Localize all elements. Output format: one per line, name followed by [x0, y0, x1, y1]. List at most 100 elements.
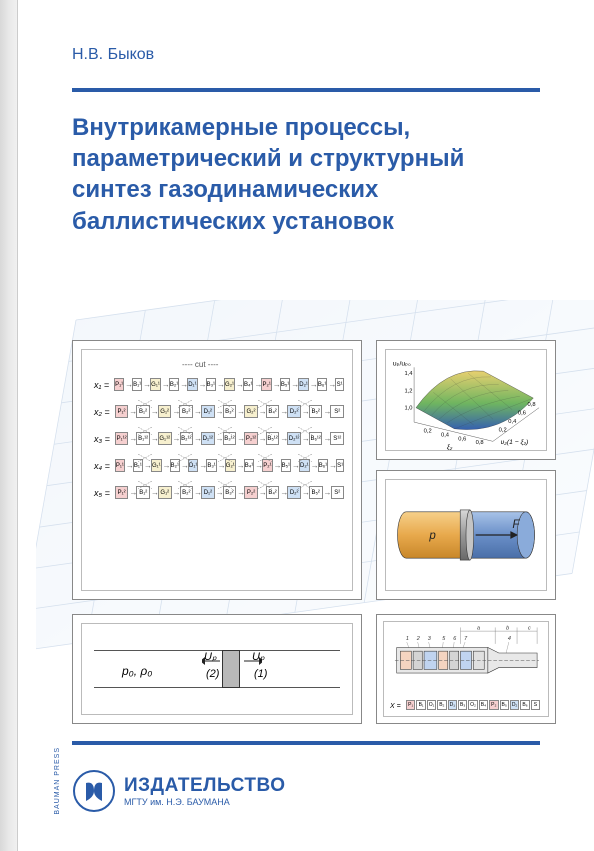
chain-arrow-icon: → — [125, 380, 131, 389]
chain-rows-container: x₁ =P₁¹→B₁¹→G₁¹→B₂¹→D₁¹→B₃¹→G₂¹→B₄¹→P₂¹→… — [94, 378, 344, 509]
publisher-name: ИЗДАТЕЛЬСТВО — [124, 775, 286, 797]
svg-text:1: 1 — [406, 636, 409, 642]
chain-arrow-icon: → — [291, 380, 297, 389]
chain-cell: D₁¹ — [187, 378, 197, 391]
x2tick-2: 0,4 — [508, 419, 517, 425]
panel-device-schematic: a b c 1 2 3 5 6 7 4 — [376, 614, 556, 724]
cut-label: ---- cut ---- — [182, 360, 218, 369]
chain-arrow-icon: → — [329, 461, 335, 470]
svg-text:2: 2 — [416, 636, 420, 642]
chain-arrow-icon: → — [310, 380, 316, 389]
chain-arrow-icon: → — [302, 407, 308, 416]
cover-page: Н.В. Быков Внутрикамерные процессы, пара… — [18, 0, 594, 851]
piston-divider — [222, 650, 240, 688]
author-name: Н.В. Быков — [72, 46, 154, 64]
chain-cell: G₂¹ — [224, 378, 235, 391]
p5-cell: O₁ — [427, 700, 436, 710]
x1-label: ξ₂ — [447, 444, 453, 450]
chain-arrow-icon: → — [259, 488, 265, 497]
bottom-divider — [72, 741, 540, 745]
chain-arrow-icon: → — [237, 488, 243, 497]
x1tick-2: 0,4 — [441, 433, 450, 439]
n1-label: (1) — [254, 668, 267, 680]
tube-top-line — [94, 650, 340, 651]
crossover-lines — [118, 395, 344, 403]
p5-cell: B₄ — [479, 700, 488, 710]
bauman-press-side: BAUMAN PRESS — [54, 747, 61, 815]
crossover-lines — [118, 449, 344, 457]
x1tick-1: 0,2 — [424, 429, 432, 435]
chain-arrow-icon: → — [273, 380, 279, 389]
ytick-1: 1,0 — [404, 406, 412, 412]
p5-cell: P₁ — [406, 700, 415, 710]
x2-label: υ₂(1 − ξ₂) — [501, 439, 529, 446]
chain-arrow-icon: → — [324, 488, 330, 497]
chain-arrow-icon: → — [216, 407, 222, 416]
p5-cell: B₂ — [437, 700, 446, 710]
book-title: Внутрикамерные процессы, параметрический… — [72, 112, 540, 237]
chain-row-label: x₁ = — [94, 380, 109, 390]
n2-label: (2) — [206, 668, 219, 680]
p5-cell: B₁ — [416, 700, 425, 710]
svg-text:6: 6 — [453, 636, 457, 642]
chain-arrow-icon: → — [162, 380, 168, 389]
chain-arrow-icon: → — [292, 461, 298, 470]
chain-arrow-icon: → — [129, 488, 135, 497]
p5-cell: S — [531, 700, 540, 710]
panel-tube-schematic: p₀, ρ₀ Uₚ (2) Uₚ (1) — [72, 614, 362, 724]
chain-row-label: x₃ = — [94, 434, 110, 444]
chain-arrow-icon: → — [217, 380, 223, 389]
chain-arrow-icon: → — [323, 407, 329, 416]
chain-arrow-icon: → — [254, 380, 260, 389]
p0-label: p₀, ρ₀ — [122, 664, 152, 678]
p5-cell: B₆ — [520, 700, 529, 710]
chain-arrow-icon: → — [129, 434, 135, 443]
chain-arrow-icon: → — [274, 461, 280, 470]
chain-arrow-icon: → — [144, 461, 150, 470]
chain-arrow-icon: → — [311, 461, 317, 470]
chain-row: x₁ =P₁¹→B₁¹→G₁¹→B₂¹→D₁¹→B₃¹→G₂¹→B₄¹→P₂¹→… — [94, 378, 344, 391]
chain-cell: B₆¹ — [317, 378, 327, 391]
chain-arrow-icon: → — [237, 407, 243, 416]
dim-b: b — [506, 625, 509, 631]
chain-arrow-icon: → — [216, 488, 222, 497]
panel-3d-surface: uₚ/uₚ₀ 1,4 1,2 1,0 — [376, 340, 556, 460]
chain-arrow-icon: → — [199, 461, 205, 470]
surface-plot: uₚ/uₚ₀ 1,4 1,2 1,0 — [386, 350, 546, 450]
p5-cell: P₂ — [489, 700, 498, 710]
p5-cell: D₁ — [448, 700, 457, 710]
y-axis-label: uₚ/uₚ₀ — [393, 360, 411, 367]
panel-chain-diagram: ---- cut ---- x₁ =P₁¹→B₁¹→G₁¹→B₂¹→D₁¹→B₃… — [72, 340, 362, 600]
svg-text:4: 4 — [508, 636, 511, 642]
chain-arrow-icon: → — [172, 407, 178, 416]
chain-arrow-icon: → — [218, 461, 224, 470]
chain-cell: B₁¹ — [132, 378, 142, 391]
chain-arrow-icon: → — [151, 434, 157, 443]
chain-cell: S¹ — [335, 378, 344, 391]
chain-arrow-icon: → — [259, 407, 265, 416]
chain-cell: B₅¹ — [280, 378, 290, 391]
chain-cell: G₁¹ — [150, 378, 161, 391]
up-label-left: Uₚ — [204, 650, 217, 663]
chain-cell: P₂¹ — [261, 378, 271, 391]
x-eq-label: X = — [390, 703, 401, 710]
chain-cell: B₂¹ — [169, 378, 179, 391]
x2tick-1: 0,2 — [499, 428, 507, 434]
chain-arrow-icon: → — [173, 488, 179, 497]
chain-arrow-icon: → — [126, 461, 132, 470]
x1tick-3: 0,6 — [458, 436, 466, 442]
chain-row-label: x₂ = — [94, 407, 110, 417]
chain-cell: P₁¹ — [114, 378, 124, 391]
chain-cell: B₄¹ — [243, 378, 253, 391]
book-spine — [0, 0, 18, 851]
chain-arrow-icon: → — [194, 434, 200, 443]
chain-arrow-icon: → — [163, 461, 169, 470]
chain-arrow-icon: → — [129, 407, 135, 416]
chain-arrow-icon: → — [302, 434, 308, 443]
chain-arrow-icon: → — [323, 434, 329, 443]
dim-a: a — [477, 625, 480, 631]
chain-arrow-icon: → — [199, 380, 205, 389]
cylinder-diagram: p F — [386, 480, 546, 590]
p5-cell: D₂ — [510, 700, 519, 710]
dim-c: c — [528, 625, 531, 631]
